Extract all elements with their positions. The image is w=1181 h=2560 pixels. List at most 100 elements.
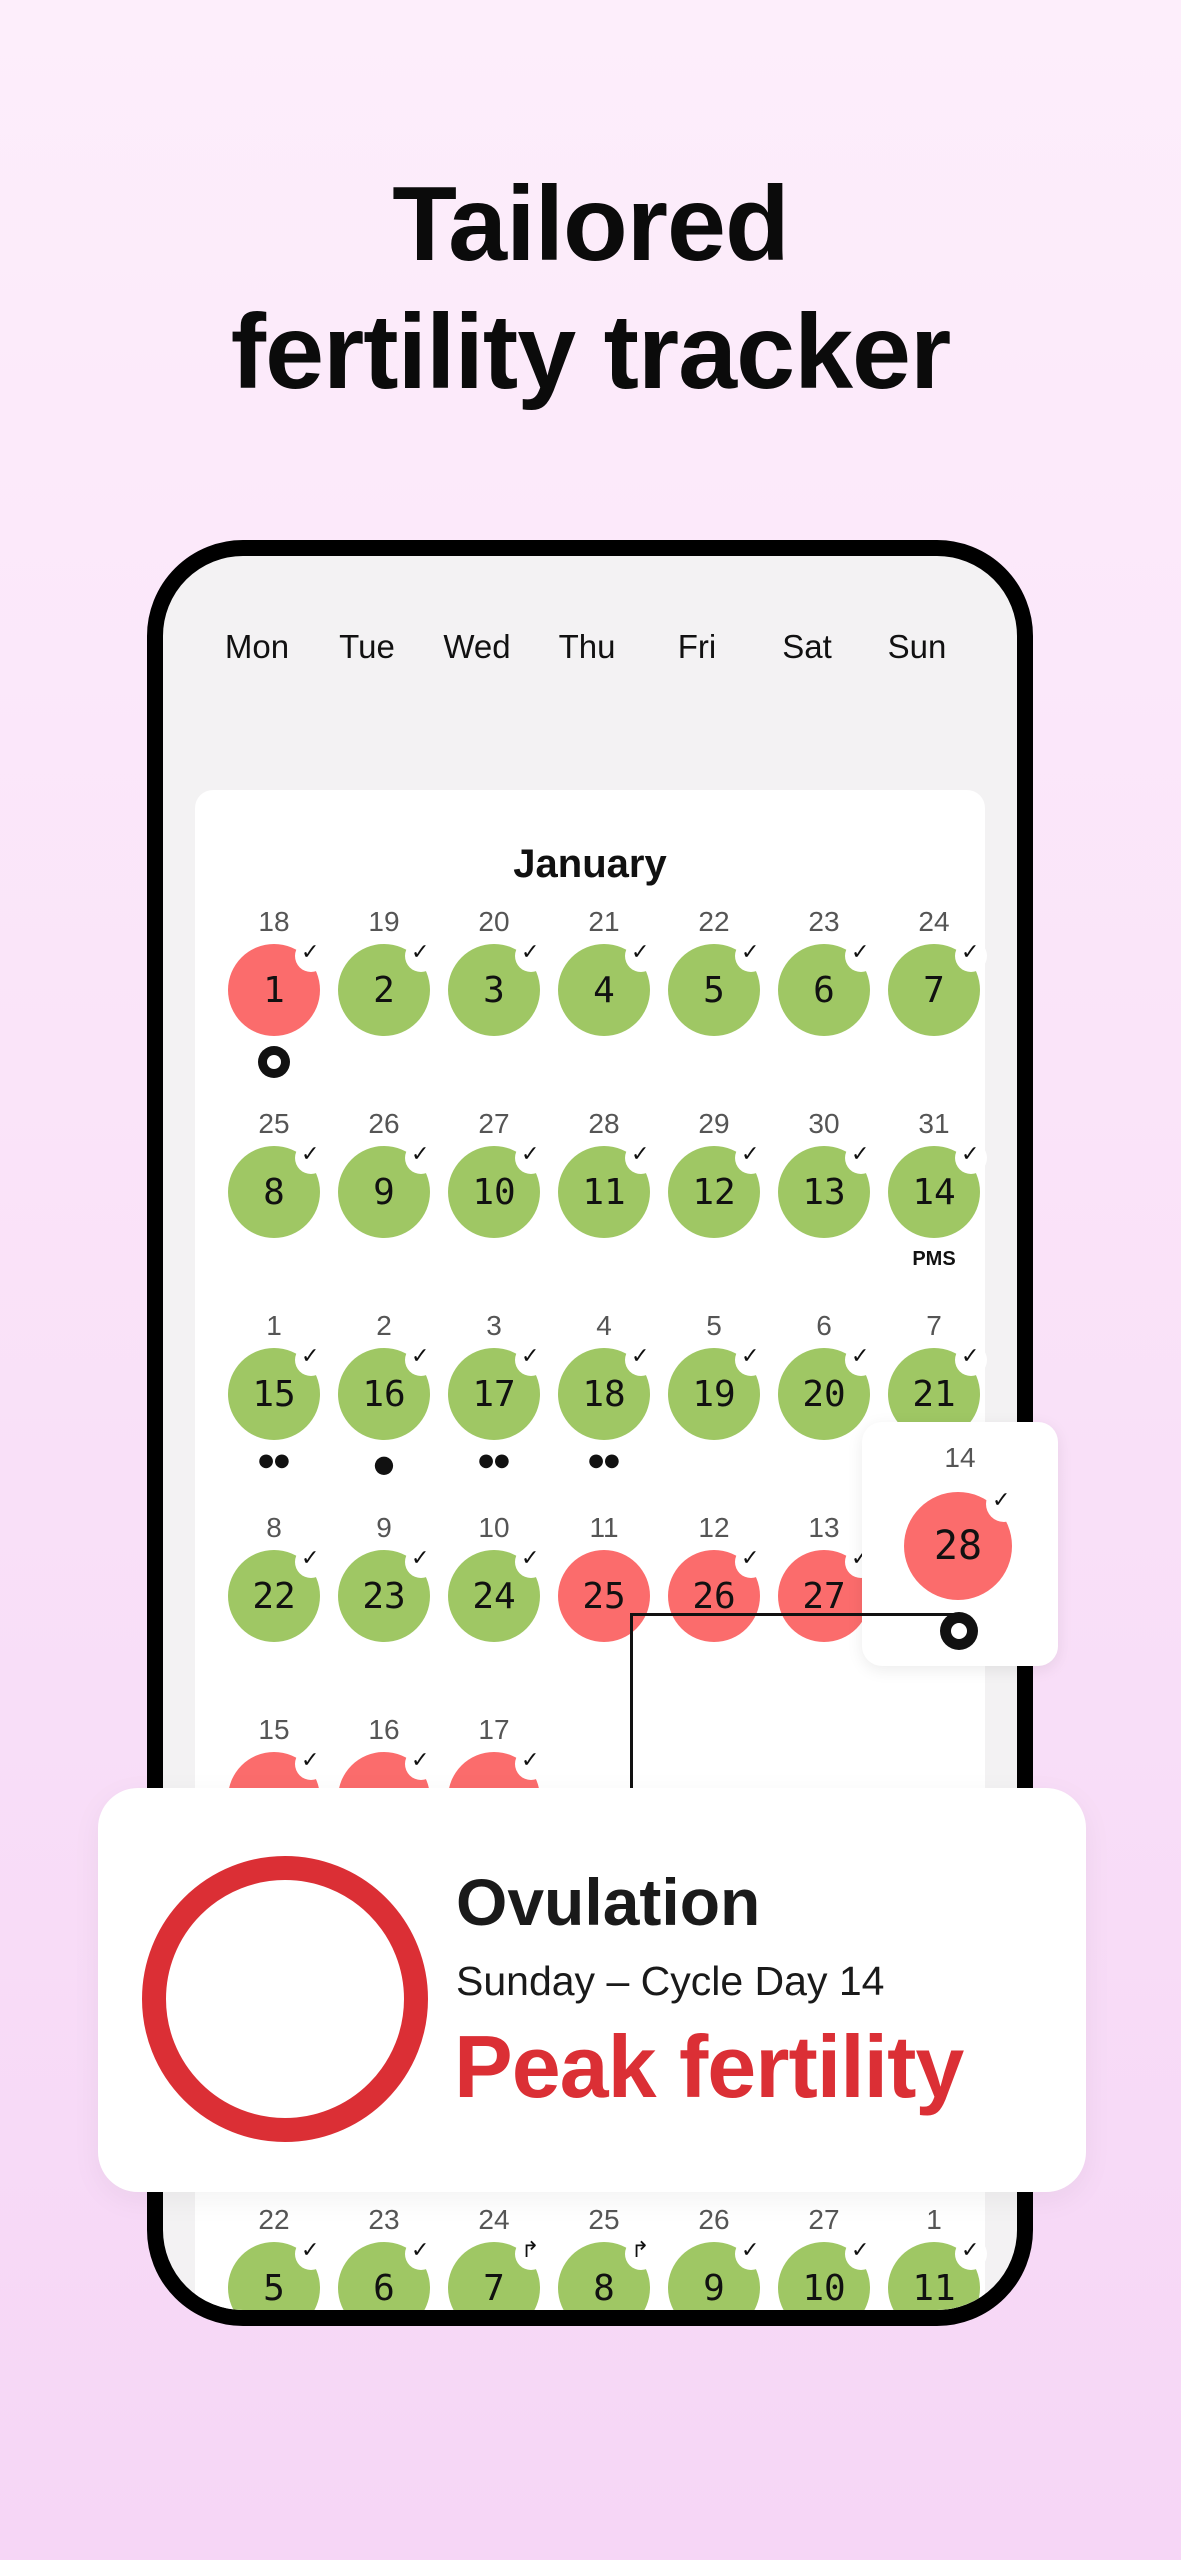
circle-notch (515, 1546, 547, 1578)
calendar-day-cell[interactable]: 21 4 ✓ (549, 906, 659, 1096)
fertility-ring-icon (142, 1856, 428, 2142)
calendar-day-cell[interactable]: 5 19 ✓ (659, 1310, 769, 1500)
cell-date: 12 (698, 1512, 730, 1543)
calendar-day-cell[interactable]: 19 2 ✓ (329, 906, 439, 1096)
calendar-day-cell[interactable]: 10 24 ✓ (439, 1512, 549, 1702)
cell-date: 22 (258, 2204, 290, 2235)
checkmark-icon: ✓ (411, 1142, 430, 1167)
calendar-day-cell[interactable]: 2 16 ✓ ● (329, 1310, 439, 1500)
circle-notch (955, 1142, 987, 1174)
checkmark-icon: ✓ (961, 940, 980, 965)
arrow-icon: ↱ (631, 2238, 650, 2263)
cell-date: 4 (596, 1310, 612, 1341)
calendar-day-cell[interactable]: 11 25 (549, 1512, 659, 1702)
cell-date: 3 (486, 1310, 502, 1341)
circle-notch (295, 1142, 327, 1174)
calendar-day-cell[interactable]: 1 15 ✓ ●● (219, 1310, 329, 1500)
calendar-day-cell[interactable]: 13 27 ✓ (769, 1512, 879, 1702)
cell-date: 24 (918, 906, 950, 937)
checkmark-icon: ✓ (301, 1748, 320, 1773)
circle-notch (405, 1142, 437, 1174)
calendar-day-cell[interactable]: 27 10 ✓ (769, 2204, 879, 2310)
checkmark-icon: ✓ (741, 1546, 760, 1571)
circle-notch (515, 940, 547, 972)
circle-notch (625, 1344, 657, 1376)
calendar-day-cell[interactable]: 26 9 ✓ (659, 2204, 769, 2310)
circle-notch (405, 940, 437, 972)
circle-notch (735, 940, 767, 972)
circle-notch (405, 2238, 437, 2270)
calendar-day-cell[interactable]: 23 6 ✓ (329, 2204, 439, 2310)
calendar-day-cell[interactable]: 31 14 ✓ PMS (879, 1108, 989, 1298)
cycle-day-circle: 27 (778, 1550, 870, 1642)
circle-notch (955, 1344, 987, 1376)
cell-date: 22 (698, 906, 730, 937)
drops-icon: ●● (588, 1450, 620, 1471)
calendar-day-cell[interactable]: 3 17 ✓ ●● (439, 1310, 549, 1500)
cell-date: 9 (376, 1512, 392, 1543)
ovulation-dot-icon (258, 1046, 290, 1078)
checkmark-icon: ✓ (301, 940, 320, 965)
circle-notch (735, 2238, 767, 2270)
cell-date: 6 (816, 1310, 832, 1341)
circle-notch (295, 940, 327, 972)
cell-date: 25 (588, 2204, 620, 2235)
calendar-day-cell[interactable]: 22 5 ✓ (659, 906, 769, 1096)
calendar-day-cell[interactable]: 27 10 ✓ (439, 1108, 549, 1298)
calendar-day-cell[interactable]: 29 12 ✓ (659, 1108, 769, 1298)
checkmark-icon: ✓ (521, 1142, 540, 1167)
circle-notch (405, 1344, 437, 1376)
ovulation-dot-icon (940, 1612, 978, 1650)
checkmark-icon: ✓ (631, 1344, 650, 1369)
calendar-day-cell[interactable]: 6 20 ✓ (769, 1310, 879, 1500)
calendar-day-cell[interactable]: 25 8 ↱ (549, 2204, 659, 2310)
calendar-day-cell[interactable]: 18 1 ✓ (219, 906, 329, 1096)
checkmark-icon: ✓ (631, 1142, 650, 1167)
circle-notch (295, 1748, 327, 1780)
circle-notch (405, 1546, 437, 1578)
checkmark-icon: ✓ (741, 940, 760, 965)
calendar-day-cell[interactable]: 26 9 ✓ (329, 1108, 439, 1298)
cell-date: 7 (926, 1310, 942, 1341)
checkmark-icon: ✓ (521, 940, 540, 965)
calendar-day-cell[interactable]: 22 5 ✓ (219, 2204, 329, 2310)
cell-date: 21 (588, 906, 620, 937)
calendar-day-cell[interactable]: 8 22 ✓ (219, 1512, 329, 1702)
cell-date: 16 (368, 1714, 400, 1745)
cell-date: 26 (698, 2204, 730, 2235)
checkmark-icon: ✓ (851, 2238, 870, 2263)
cell-date: 27 (808, 2204, 840, 2235)
checkmark-icon: ✓ (411, 1748, 430, 1773)
calendar-day-cell[interactable]: 28 11 ✓ (549, 1108, 659, 1298)
headline-line-2: fertility tracker (230, 293, 951, 411)
checkmark-icon: ✓ (961, 2238, 980, 2263)
circle-notch (515, 1344, 547, 1376)
cell-date: 2 (376, 1310, 392, 1341)
calendar-day-cell[interactable]: 20 3 ✓ (439, 906, 549, 1096)
circle-notch (845, 1142, 877, 1174)
weekday-header: Mon Tue Wed Thu Fri Sat Sun (203, 628, 971, 678)
calendar-day-cell[interactable]: 9 23 ✓ (329, 1512, 439, 1702)
cell-date: 1 (926, 2204, 942, 2235)
calendar-day-cell[interactable]: 24 7 ✓ (879, 906, 989, 1096)
checkmark-icon: ✓ (851, 940, 870, 965)
calendar-day-cell[interactable]: 4 18 ✓ ●● (549, 1310, 659, 1500)
checkmark-icon: ✓ (961, 1344, 980, 1369)
info-status: Peak fertility (454, 2017, 964, 2116)
circle-notch (515, 1142, 547, 1174)
ovulation-info-card[interactable]: Ovulation Sunday – Cycle Day 14 Peak fer… (98, 1788, 1086, 2192)
calendar-day-cell[interactable]: 12 26 ✓ (659, 1512, 769, 1702)
calendar-day-cell[interactable]: 25 8 ✓ (219, 1108, 329, 1298)
selected-day-popup[interactable]: 14 28 ✓ (862, 1422, 1058, 1666)
circle-notch (735, 1142, 767, 1174)
checkmark-icon: ✓ (521, 1344, 540, 1369)
calendar-day-cell[interactable]: 30 13 ✓ (769, 1108, 879, 1298)
checkmark-icon: ✓ (631, 940, 650, 965)
cell-date: 20 (478, 906, 510, 937)
calendar-day-cell[interactable]: 24 7 ↱ (439, 2204, 549, 2310)
circle-notch (295, 1546, 327, 1578)
connector-line-vertical (630, 1614, 633, 1840)
weekday-sun: Sun (887, 628, 947, 665)
calendar-day-cell[interactable]: 23 6 ✓ (769, 906, 879, 1096)
calendar-day-cell[interactable]: 1 11 ✓ (879, 2204, 989, 2310)
